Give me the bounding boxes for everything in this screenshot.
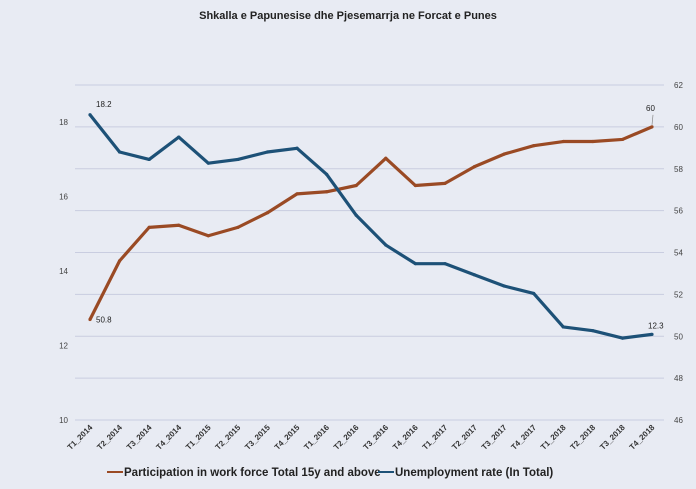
- data-point: [325, 172, 329, 176]
- data-point: [117, 259, 122, 263]
- data-point: [177, 223, 181, 227]
- data-point: [650, 125, 654, 129]
- data-point: [147, 157, 151, 162]
- data-label: 50.8: [96, 316, 112, 325]
- data-point: [413, 262, 417, 266]
- right-axis-tick: 52: [674, 290, 683, 299]
- data-point: [236, 157, 240, 162]
- legend-label: Participation in work force Total 15y an…: [124, 467, 381, 479]
- data-point: [236, 225, 240, 229]
- data-point: [472, 273, 477, 277]
- data-point: [177, 135, 181, 139]
- data-point: [650, 332, 654, 336]
- data-point: [354, 183, 358, 188]
- data-point: [472, 165, 477, 169]
- data-point: [354, 213, 358, 217]
- right-axis-tick: 50: [674, 332, 683, 341]
- right-axis-tick: 46: [674, 416, 683, 425]
- data-point: [88, 317, 92, 322]
- data-point: [620, 137, 625, 142]
- data-point: [384, 156, 388, 160]
- right-axis-tick: 56: [674, 207, 683, 216]
- data-point: [591, 139, 595, 144]
- left-axis-tick: 18: [59, 118, 68, 127]
- right-axis-tick: 48: [674, 374, 683, 383]
- data-point: [117, 150, 122, 154]
- data-point: [295, 192, 299, 196]
- right-axis-tick: 58: [674, 165, 683, 174]
- left-axis-tick: 12: [59, 342, 68, 351]
- data-label: 18.2: [96, 100, 112, 109]
- data-point: [532, 144, 536, 148]
- data-label: 12.3: [648, 321, 664, 330]
- leader-line: [651, 114, 654, 125]
- series-line-participation: [88, 125, 653, 321]
- data-point: [147, 225, 151, 229]
- data-point: [206, 161, 210, 165]
- right-axis-tick: 54: [674, 249, 683, 258]
- legend-label: Unemployment rate (In Total): [395, 467, 553, 479]
- data-point: [443, 262, 447, 266]
- data-point: [265, 150, 270, 154]
- right-axis-tick: 60: [674, 123, 683, 132]
- data-point: [561, 139, 565, 144]
- data-point: [591, 329, 595, 333]
- right-axis-tick: 62: [674, 81, 683, 90]
- left-axis-tick: 10: [59, 416, 68, 425]
- data-point: [620, 336, 625, 340]
- data-point: [502, 284, 506, 288]
- data-point: [88, 113, 92, 117]
- data-point: [532, 291, 536, 296]
- data-point: [443, 181, 447, 186]
- data-point: [384, 243, 388, 247]
- chart-title: Shkalla e Papunesise dhe Pjesemarrja ne …: [199, 10, 497, 22]
- data-point: [561, 325, 565, 329]
- left-axis-tick: 14: [59, 267, 68, 276]
- data-point: [502, 152, 506, 156]
- series-line-unemployment: [88, 113, 653, 340]
- data-point: [325, 190, 329, 194]
- data-point: [295, 146, 299, 150]
- data-point: [265, 211, 270, 215]
- data-point: [413, 183, 417, 188]
- data-point: [206, 234, 210, 238]
- data-label: 60: [646, 104, 655, 113]
- left-axis-tick: 16: [59, 193, 68, 202]
